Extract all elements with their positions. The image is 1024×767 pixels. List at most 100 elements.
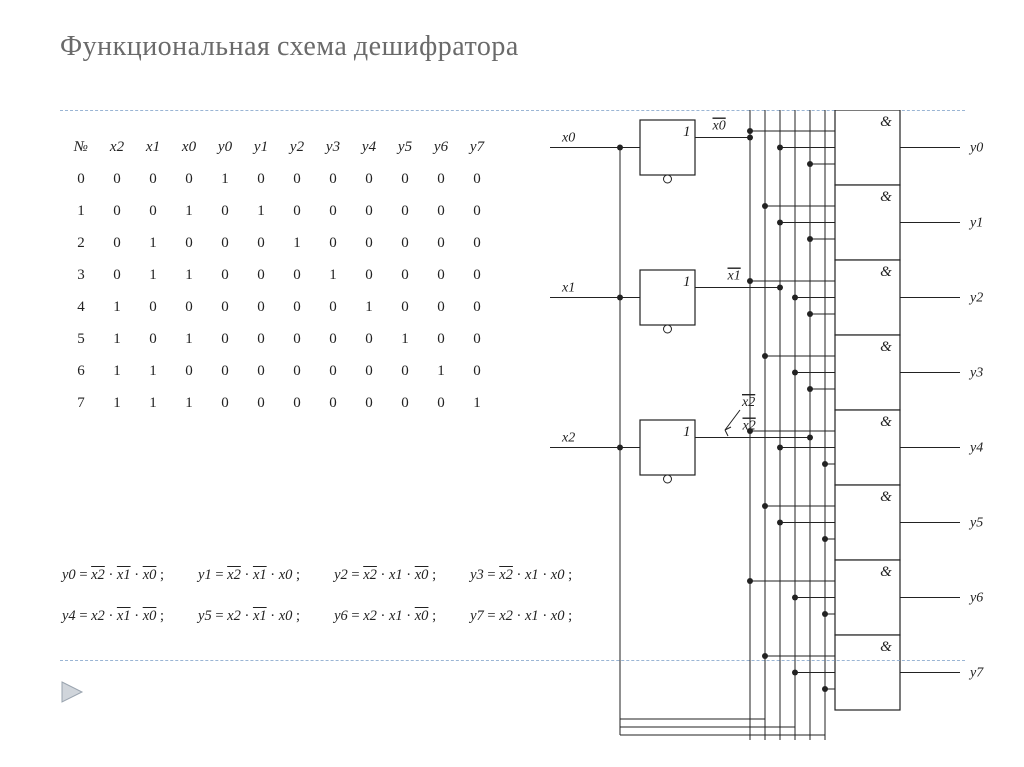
table-cell: 0 bbox=[316, 324, 350, 354]
table-cell: 0 bbox=[424, 164, 458, 194]
table-row: 301100010000 bbox=[64, 260, 494, 290]
table-header: y0 bbox=[208, 132, 242, 162]
inverted-signal-label: x1 bbox=[727, 269, 741, 284]
table-cell: 0 bbox=[352, 196, 386, 226]
table-cell: 0 bbox=[136, 292, 170, 322]
table-row: 711100000001 bbox=[64, 388, 494, 418]
page-title: Функциональная схема дешифратора bbox=[60, 30, 519, 63]
table-cell: 0 bbox=[352, 260, 386, 290]
table-row: 410000001000 bbox=[64, 292, 494, 322]
table-cell: 0 bbox=[316, 292, 350, 322]
table-cell: 0 bbox=[208, 324, 242, 354]
table-cell: 1 bbox=[136, 388, 170, 418]
table-cell: 4 bbox=[64, 292, 98, 322]
table-cell: 0 bbox=[244, 356, 278, 386]
table-cell: 0 bbox=[100, 164, 134, 194]
table-cell: 0 bbox=[460, 292, 494, 322]
slide: Функциональная схема дешифратора №x2x1x0… bbox=[0, 0, 1024, 767]
inverted-signal-label: x0 bbox=[712, 119, 726, 134]
input-label: x2 bbox=[561, 431, 575, 446]
table-cell: 0 bbox=[100, 196, 134, 226]
and-gate-label: & bbox=[880, 489, 892, 505]
table-header: № bbox=[64, 132, 98, 162]
table-cell: 3 bbox=[64, 260, 98, 290]
table-cell: 1 bbox=[136, 228, 170, 258]
table-header: y2 bbox=[280, 132, 314, 162]
and-gate-label: & bbox=[880, 564, 892, 580]
table-row: 000010000000 bbox=[64, 164, 494, 194]
table-cell: 0 bbox=[460, 228, 494, 258]
table-cell: 0 bbox=[352, 324, 386, 354]
input-label: x1 bbox=[561, 281, 575, 296]
table-header: y6 bbox=[424, 132, 458, 162]
output-label: y2 bbox=[968, 291, 983, 306]
and-gate-label: & bbox=[880, 189, 892, 205]
table-cell: 0 bbox=[136, 196, 170, 226]
table-cell: 1 bbox=[244, 196, 278, 226]
table-cell: 0 bbox=[208, 356, 242, 386]
inverter-label: 1 bbox=[683, 124, 691, 140]
table-cell: 0 bbox=[280, 196, 314, 226]
output-label: y1 bbox=[968, 216, 983, 231]
table-cell: 0 bbox=[208, 228, 242, 258]
table-cell: 1 bbox=[172, 324, 206, 354]
table-cell: 0 bbox=[208, 292, 242, 322]
equation: y4 = x2 · x1 · x0 ; bbox=[62, 596, 164, 637]
decoder-schematic: &y0&y1&y2&y3&y4&y5&y6&y7x01x0x11x1x21x2x… bbox=[550, 110, 1000, 750]
table-cell: 0 bbox=[64, 164, 98, 194]
table-cell: 0 bbox=[316, 388, 350, 418]
table-cell: 0 bbox=[460, 324, 494, 354]
table-cell: 0 bbox=[388, 260, 422, 290]
table-cell: 1 bbox=[136, 260, 170, 290]
table-cell: 0 bbox=[100, 260, 134, 290]
and-gate-label: & bbox=[880, 639, 892, 655]
table-header: y7 bbox=[460, 132, 494, 162]
output-label: y4 bbox=[968, 441, 983, 456]
play-icon bbox=[60, 680, 88, 704]
table-cell: 7 bbox=[64, 388, 98, 418]
table-cell: 0 bbox=[460, 260, 494, 290]
inverter-label: 1 bbox=[683, 424, 691, 440]
table-cell: 0 bbox=[316, 356, 350, 386]
output-label: y7 bbox=[968, 666, 984, 681]
table-cell: 0 bbox=[424, 292, 458, 322]
table-cell: 5 bbox=[64, 324, 98, 354]
table-header: y1 bbox=[244, 132, 278, 162]
table-cell: 0 bbox=[316, 164, 350, 194]
table-cell: 0 bbox=[244, 164, 278, 194]
table-header: x1 bbox=[136, 132, 170, 162]
and-gate-label: & bbox=[880, 339, 892, 355]
table-cell: 1 bbox=[352, 292, 386, 322]
table-header: x2 bbox=[100, 132, 134, 162]
output-label: y3 bbox=[968, 366, 983, 381]
table-cell: 1 bbox=[136, 356, 170, 386]
and-gate-label: & bbox=[880, 264, 892, 280]
table-cell: 0 bbox=[388, 388, 422, 418]
inverted-signal-label: x2 bbox=[741, 395, 755, 410]
table-row: 510100000100 bbox=[64, 324, 494, 354]
truth-table: №x2x1x0y0y1y2y3y4y5y6y7 0000100000001001… bbox=[62, 130, 496, 420]
table-cell: 1 bbox=[316, 260, 350, 290]
table-cell: 1 bbox=[64, 196, 98, 226]
table-cell: 0 bbox=[280, 260, 314, 290]
table-cell: 0 bbox=[280, 292, 314, 322]
divider-bottom bbox=[60, 660, 965, 661]
table-cell: 0 bbox=[460, 196, 494, 226]
table-cell: 1 bbox=[100, 324, 134, 354]
table-cell: 0 bbox=[172, 356, 206, 386]
table-cell: 1 bbox=[172, 260, 206, 290]
equation: y5 = x2 · x1 · x0 ; bbox=[198, 596, 300, 637]
table-cell: 1 bbox=[172, 196, 206, 226]
table-cell: 0 bbox=[208, 196, 242, 226]
table-cell: 1 bbox=[100, 356, 134, 386]
table-cell: 0 bbox=[172, 164, 206, 194]
table-cell: 0 bbox=[424, 228, 458, 258]
table-cell: 0 bbox=[388, 196, 422, 226]
table-cell: 0 bbox=[208, 260, 242, 290]
equation: y2 = x2 · x1 · x0 ; bbox=[334, 555, 436, 596]
table-cell: 0 bbox=[244, 292, 278, 322]
table-cell: 0 bbox=[244, 324, 278, 354]
table-cell: 0 bbox=[352, 228, 386, 258]
and-gate-label: & bbox=[880, 114, 892, 130]
table-header: y3 bbox=[316, 132, 350, 162]
